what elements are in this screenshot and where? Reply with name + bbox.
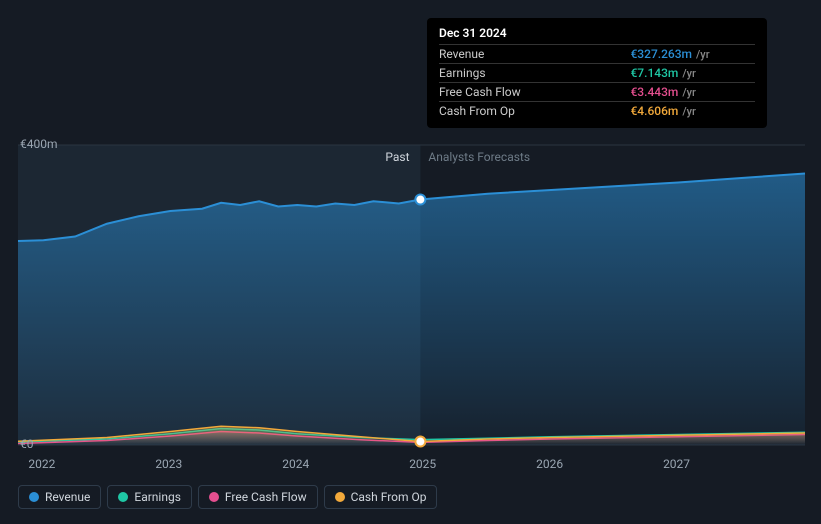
legend-label: Free Cash Flow	[225, 490, 307, 504]
x-tick-label: 2027	[663, 457, 690, 471]
y-tick-label: €0	[20, 437, 34, 451]
legend-item[interactable]: Cash From Op	[324, 485, 438, 509]
tooltip-value: €4.606m/yr	[630, 102, 755, 121]
legend-label: Revenue	[45, 490, 90, 504]
tooltip-row: Revenue€327.263m/yr	[439, 45, 755, 64]
x-tick-label: 2024	[282, 457, 309, 471]
y-tick-label: €400m	[20, 137, 58, 151]
tooltip-row: Earnings€7.143m/yr	[439, 64, 755, 83]
legend-item[interactable]: Revenue	[18, 485, 101, 509]
legend-swatch-icon	[118, 492, 128, 502]
legend-swatch-icon	[335, 492, 345, 502]
legend: Revenue Earnings Free Cash Flow Cash From O…	[18, 485, 437, 509]
tooltip-date: Dec 31 2024	[439, 26, 755, 40]
legend-swatch-icon	[29, 492, 39, 502]
x-tick-label: 2025	[409, 457, 436, 471]
legend-item[interactable]: Free Cash Flow	[198, 485, 318, 509]
tooltip-label: Earnings	[439, 64, 630, 83]
tooltip-label: Revenue	[439, 45, 630, 64]
tooltip-label: Free Cash Flow	[439, 83, 630, 102]
x-tick-label: 2022	[28, 457, 55, 471]
x-tick-label: 2026	[536, 457, 563, 471]
legend-label: Cash From Op	[351, 490, 427, 504]
tooltip: Dec 31 2024 Revenue€327.263m/yrEarnings€7…	[427, 18, 767, 128]
tooltip-label: Cash From Op	[439, 102, 630, 121]
marker-cfo	[415, 437, 425, 447]
legend-label: Earnings	[134, 490, 181, 504]
tooltip-value: €7.143m/yr	[630, 64, 755, 83]
tooltip-value: €3.443m/yr	[630, 83, 755, 102]
tooltip-row: Cash From Op€4.606m/yr	[439, 102, 755, 121]
legend-swatch-icon	[209, 492, 219, 502]
past-label: Past	[385, 150, 409, 164]
forecast-label: Analysts Forecasts	[428, 150, 530, 164]
tooltip-value: €327.263m/yr	[630, 45, 755, 64]
tooltip-row: Free Cash Flow€3.443m/yr	[439, 83, 755, 102]
x-tick-label: 2023	[155, 457, 182, 471]
marker-revenue	[415, 195, 425, 205]
legend-item[interactable]: Earnings	[107, 485, 192, 509]
